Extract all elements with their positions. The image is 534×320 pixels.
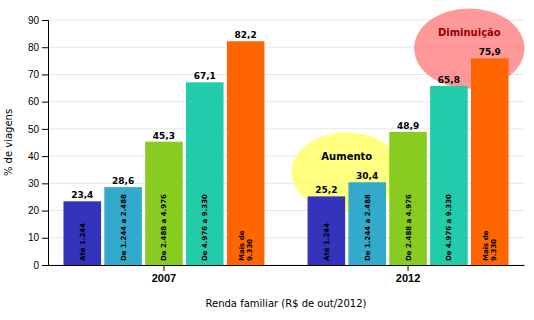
y-tick-label: 70: [28, 69, 40, 80]
bars: [63, 41, 508, 265]
x-tick: 2012: [396, 265, 420, 284]
data-label: 67,1: [194, 71, 216, 81]
labels: 23,4 Até 1.244 25,2 Até 1.244 28,6 De 1.244 a…: [71, 27, 501, 261]
x-tick-mark: [408, 265, 409, 271]
bar-category-label: Mais de9.330: [482, 230, 498, 261]
y-tick-mark: [42, 183, 48, 184]
bar-category-label: De 4.976 a 9.330: [201, 194, 209, 261]
y-tick-label: 60: [28, 96, 40, 107]
y-tick-label: 50: [28, 124, 40, 135]
plot: 0 10 20 30 40 50 60 70 80 90 2007 2012 23,4 Até 1.244…: [28, 8, 525, 283]
bar: [389, 132, 427, 265]
annotation: Aumento: [321, 151, 372, 162]
x-tick-label: 2012: [396, 272, 420, 284]
y-tick: 80: [28, 42, 48, 53]
bar: [104, 187, 142, 265]
y-tick-mark: [42, 47, 48, 48]
y-axis-title: % de viagens: [3, 109, 14, 176]
data-label: 45,3: [153, 131, 175, 141]
annotation: Diminuição: [438, 27, 501, 38]
y-tick-label: 10: [28, 232, 40, 243]
bar-category-label: De 1.244 a 2.488: [120, 194, 128, 261]
y-tick-mark: [42, 20, 48, 21]
y-tick-mark: [42, 238, 48, 239]
chart: 0 10 20 30 40 50 60 70 80 90 2007 2012 23,4 Até 1.244…: [0, 0, 534, 320]
bar: [227, 41, 265, 265]
y-axis-line: [42, 21, 49, 266]
y-tick: 40: [28, 151, 48, 162]
x-tick: 2007: [152, 265, 176, 284]
data-label: 75,9: [479, 47, 501, 57]
y-tick-mark: [42, 156, 48, 157]
x-tick-label: 2007: [152, 272, 176, 284]
x-axis-title: Renda familiar (R$ de out/2012): [206, 298, 367, 309]
data-label: 28,6: [112, 176, 134, 186]
bar-category-label: Mais de9.330: [238, 230, 254, 261]
y-tick: 50: [28, 124, 48, 135]
y-tick-mark: [42, 102, 48, 103]
y-tick-label: 0: [33, 260, 39, 271]
bar: [430, 86, 468, 265]
y-tick-mark: [42, 74, 48, 75]
y-tick: 90: [28, 15, 48, 26]
y-tick: 60: [28, 96, 48, 107]
bar-category-label: De 2.488 a 4.976: [405, 194, 413, 261]
data-label: 82,2: [235, 30, 257, 40]
data-label: 65,8: [438, 75, 460, 85]
y-tick-label: 30: [28, 178, 40, 189]
y-tick: 0: [33, 260, 48, 271]
y-tick: 30: [28, 178, 48, 189]
data-label: 30,4: [356, 171, 378, 181]
bar: [348, 182, 386, 265]
y-tick-label: 80: [28, 42, 40, 53]
data-label: 23,4: [71, 190, 93, 200]
bar-category-label: De 1.244 a 2.488: [364, 194, 372, 261]
bar-category-label: Até 1.244: [79, 223, 87, 261]
y-tick: 20: [28, 205, 48, 216]
y-tick-label: 20: [28, 205, 40, 216]
y-tick-mark: [42, 129, 48, 130]
bar-category-label: De 4.976 a 9.330: [445, 194, 453, 261]
x-axis-line: [49, 265, 525, 266]
data-label: 48,9: [397, 121, 419, 131]
bar: [471, 58, 509, 265]
y-tick: 10: [28, 232, 48, 243]
bar: [63, 201, 101, 265]
y-tick-label: 90: [28, 15, 40, 26]
bar-category-label: Até 1.244: [323, 223, 331, 261]
x-axis: 2007 2012: [49, 265, 525, 284]
bar: [186, 82, 224, 265]
data-label: 25,2: [315, 185, 337, 195]
y-tick-label: 40: [28, 151, 40, 162]
bar: [145, 142, 183, 265]
y-axis: 0 10 20 30 40 50 60 70 80 90: [28, 15, 49, 271]
y-tick-mark: [42, 211, 48, 212]
bar: [308, 196, 346, 265]
y-tick-mark: [42, 265, 48, 266]
y-tick: 70: [28, 69, 48, 80]
bar-category-label: De 2.488 a 4.976: [160, 194, 168, 261]
x-tick-mark: [163, 265, 164, 271]
